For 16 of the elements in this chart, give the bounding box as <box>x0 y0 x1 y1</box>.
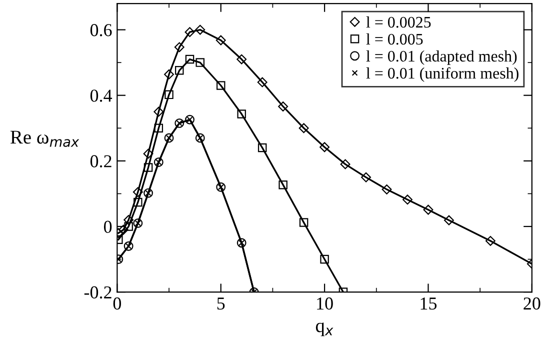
y-tick-label: 0.2 <box>90 155 112 168</box>
legend-label: l = 0.005 <box>366 33 423 45</box>
y-tick-label: 0.6 <box>90 24 112 36</box>
x-tick-label: 15 <box>420 298 437 310</box>
y-tick-label: -0.2 <box>84 286 112 299</box>
y-tick-label: 0 <box>104 220 112 233</box>
y-tick-label: 0.4 <box>90 90 112 102</box>
x-tick-label: 0 <box>113 297 121 310</box>
legend-label: l = 0.01 (uniform mesh) <box>366 67 518 82</box>
x-tick-label: 20 <box>524 297 540 310</box>
x-axis-title: q$_{x}$ <box>316 322 334 336</box>
y-axis-title: Re ω$_{max}$ <box>10 130 80 147</box>
legend-label: l = 0.01 (adapted mesh) <box>366 50 517 65</box>
legend-label: l = 0.0025 <box>366 16 431 28</box>
x-tick-label: 10 <box>317 297 333 310</box>
x-tick-label: 5 <box>217 298 225 310</box>
